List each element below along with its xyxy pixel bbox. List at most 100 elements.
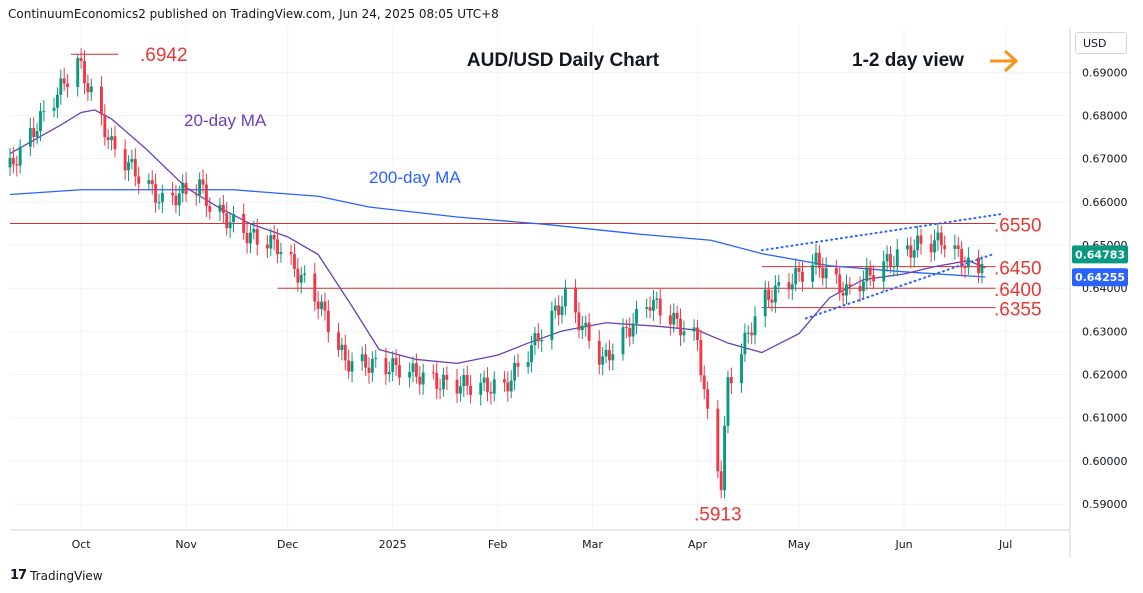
candle [245, 223, 249, 254]
candle [469, 374, 473, 404]
candle-body [154, 184, 158, 203]
candle-body [184, 182, 188, 195]
candle [225, 202, 229, 236]
y-tick-label: 0.62000 [1082, 369, 1128, 382]
candle-body [458, 386, 462, 394]
level-label: .6355 [994, 300, 1042, 321]
channel-line [804, 253, 994, 320]
candle-body [276, 239, 279, 255]
candle [787, 273, 791, 300]
candle [621, 318, 625, 361]
candle [32, 117, 36, 148]
candle [83, 50, 86, 94]
candle [127, 155, 130, 182]
candle-body [177, 193, 181, 206]
x-tick-label: Dec [277, 538, 298, 551]
candle-body [696, 327, 699, 341]
currency-selector[interactable]: USD [1075, 32, 1127, 54]
candle-body [580, 325, 584, 331]
candle-body [293, 254, 296, 269]
candle [279, 242, 283, 263]
candle [513, 355, 517, 391]
candle [431, 364, 435, 380]
candle-body [367, 367, 371, 373]
candle-body [296, 268, 300, 283]
candle [557, 295, 561, 326]
candle-body [743, 332, 747, 355]
candle [628, 317, 632, 347]
candle [790, 273, 794, 300]
candle-body [208, 206, 212, 212]
candle [208, 197, 212, 220]
candle-body [8, 157, 12, 168]
candle [699, 329, 703, 383]
candle [269, 228, 273, 257]
candle [265, 235, 269, 258]
candle [526, 351, 530, 374]
candle [326, 299, 330, 343]
candle [174, 185, 178, 214]
candle [892, 255, 896, 277]
candle [777, 274, 781, 293]
candle-body [150, 180, 154, 185]
candle-body [313, 273, 317, 302]
candle-body [194, 194, 198, 196]
candle [631, 313, 635, 344]
candle [52, 97, 56, 118]
candle [398, 354, 401, 386]
candle-body [943, 245, 947, 249]
level-label: .6942 [140, 45, 188, 66]
candle [343, 334, 347, 371]
candle-body [939, 232, 943, 246]
candle [249, 224, 252, 254]
candle [587, 313, 591, 349]
candle-body [303, 273, 307, 275]
candle-body [740, 354, 743, 384]
candle [536, 323, 540, 349]
candle-body [750, 332, 754, 336]
candle [181, 174, 185, 203]
candle-body [462, 374, 466, 387]
candle-body [550, 310, 554, 341]
x-tick-label: May [788, 538, 811, 551]
candle [672, 303, 676, 333]
candle-body [604, 349, 608, 357]
candle [221, 194, 225, 224]
candle-body [977, 257, 981, 274]
candle-body [763, 289, 767, 317]
candle-body [99, 86, 103, 115]
candle [18, 139, 22, 174]
candle-body [509, 380, 513, 392]
candle [506, 371, 510, 402]
candle-body [631, 323, 635, 337]
candle [201, 169, 205, 194]
candle [374, 349, 378, 368]
candle-body [841, 292, 845, 296]
candle-body [421, 372, 425, 385]
candle [550, 301, 554, 350]
candle [150, 170, 154, 195]
candle [723, 416, 727, 499]
candle-body [699, 340, 703, 376]
candle [479, 373, 483, 406]
chart-title: AUD/USD Daily Chart [467, 50, 660, 71]
candle [35, 122, 39, 145]
candle-body [777, 282, 781, 286]
candle [442, 367, 445, 397]
candle-body [821, 267, 825, 279]
candle-body [113, 136, 117, 150]
ma-price-tag: 0.64255 [1072, 268, 1128, 287]
candle [658, 289, 662, 325]
candle-body [232, 213, 235, 223]
candle-body [719, 471, 723, 491]
candle [679, 308, 682, 347]
candle-body [320, 301, 324, 309]
candle [123, 139, 127, 180]
candle-body [469, 385, 473, 395]
candle [337, 322, 340, 357]
candle [719, 460, 723, 499]
candle [509, 370, 513, 399]
candle [635, 300, 638, 335]
candle [848, 276, 852, 295]
